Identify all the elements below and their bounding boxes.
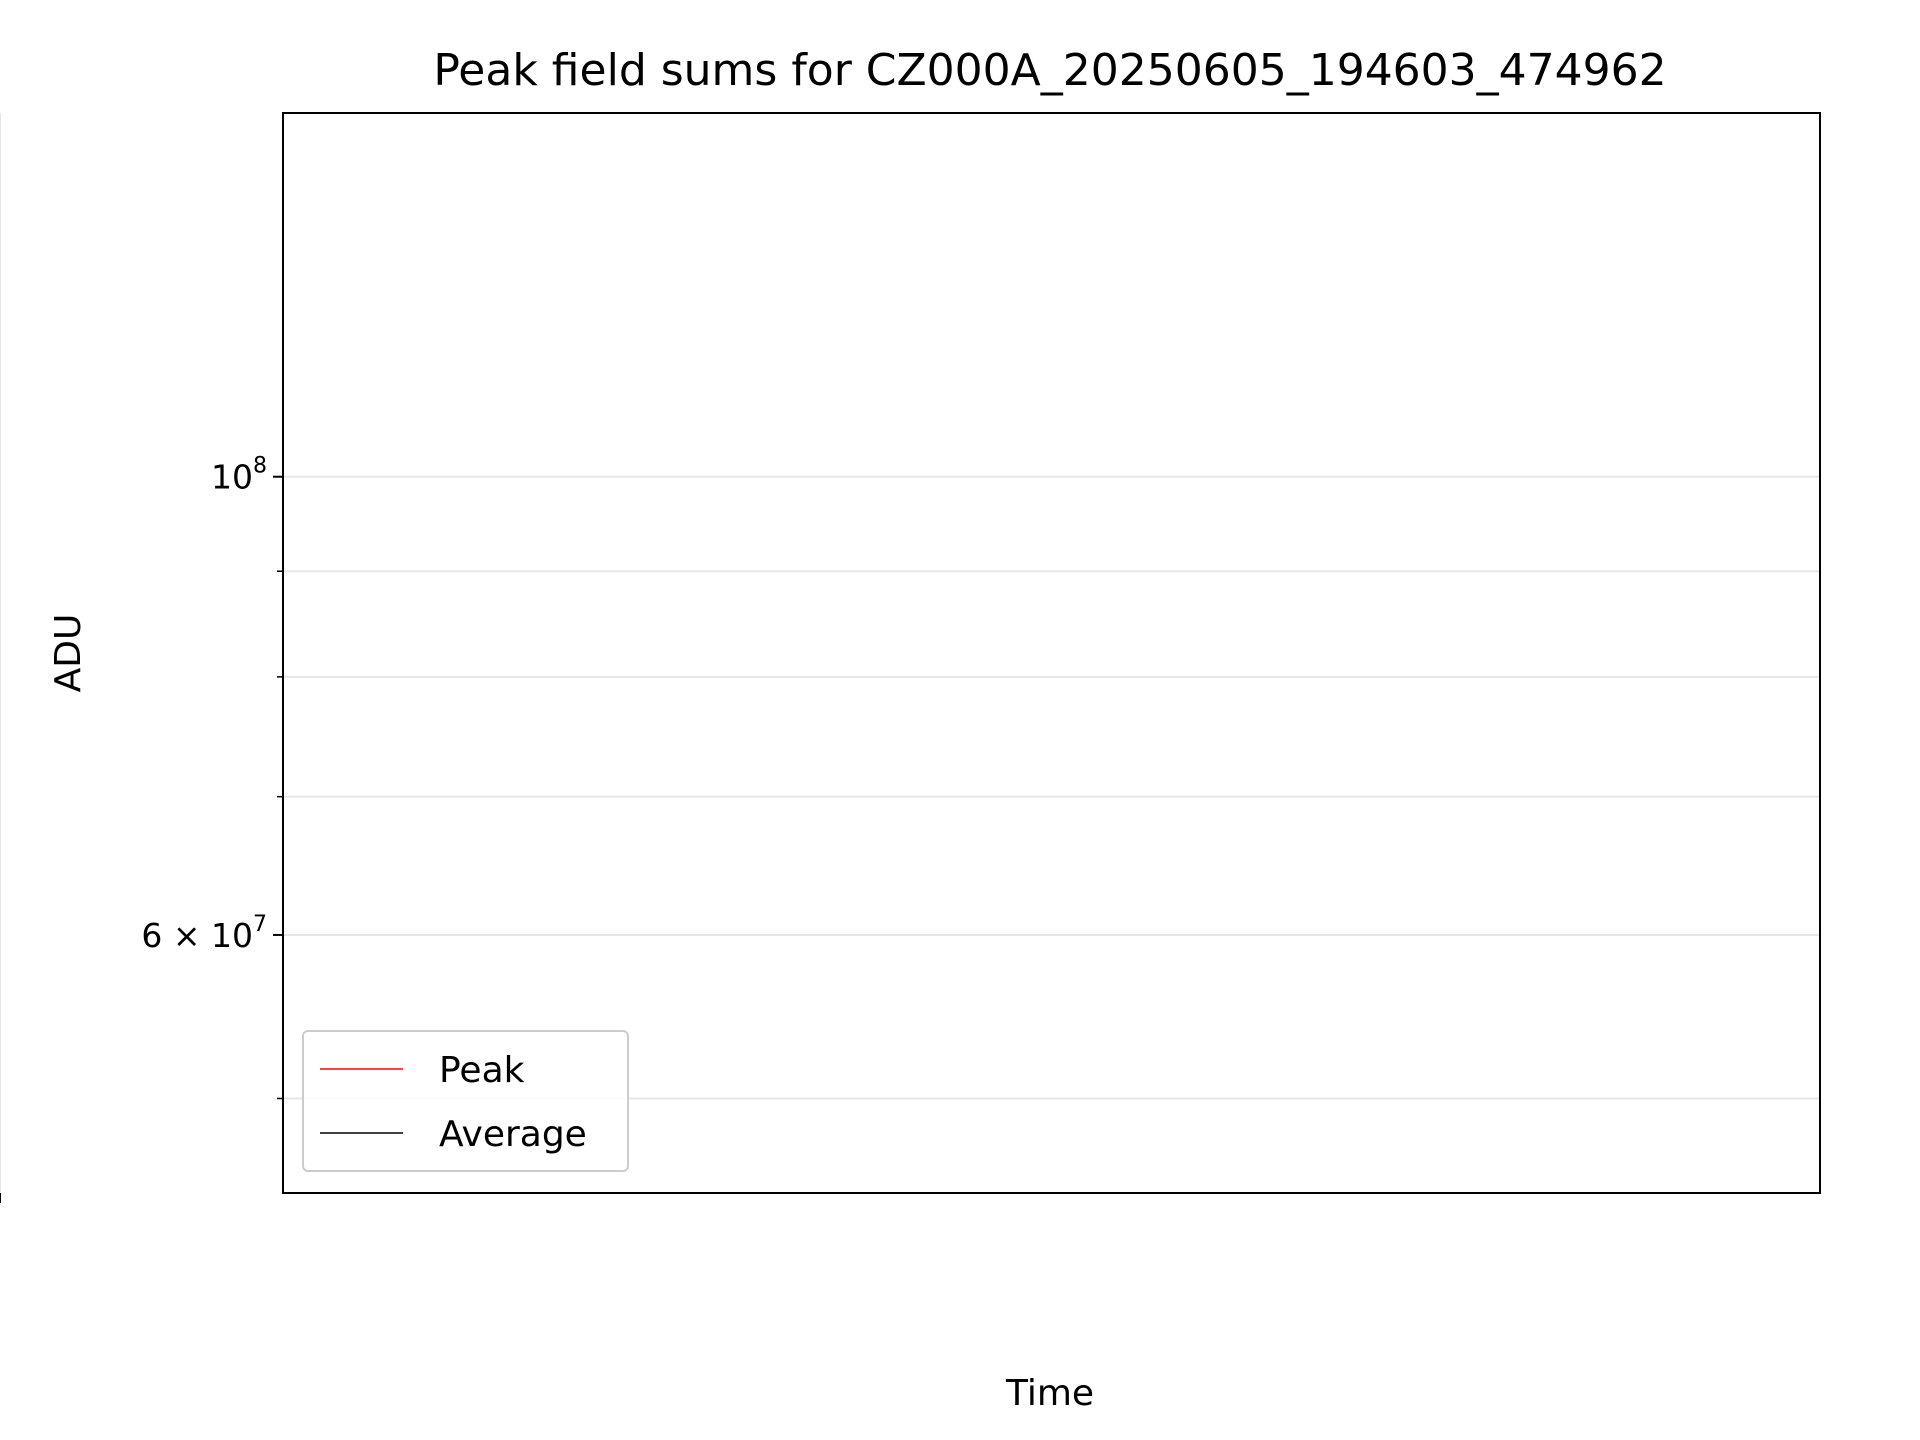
chart-title: Peak field sums for CZ000A_20250605_1946… — [433, 45, 1666, 96]
legend-label-average: Average — [439, 1114, 587, 1155]
y-axis-label: ADU — [48, 614, 89, 693]
y-tick-exponent: 7 — [253, 912, 267, 937]
y-tick-base: 10 — [211, 916, 253, 955]
x-axis-label: Time — [1005, 1373, 1094, 1414]
y-tick-exponent: 8 — [253, 454, 267, 479]
legend: Peak Average — [302, 1030, 629, 1172]
y-tick-multiplier: 6 × — [141, 916, 211, 955]
y-tick-label: 6 × 107 — [141, 912, 267, 955]
legend-box — [302, 1030, 629, 1172]
y-tick-base: 10 — [211, 458, 253, 497]
plot-frame — [282, 112, 1821, 1194]
legend-label-peak: Peak — [439, 1050, 525, 1091]
y-tick-label: 108 — [211, 454, 267, 497]
